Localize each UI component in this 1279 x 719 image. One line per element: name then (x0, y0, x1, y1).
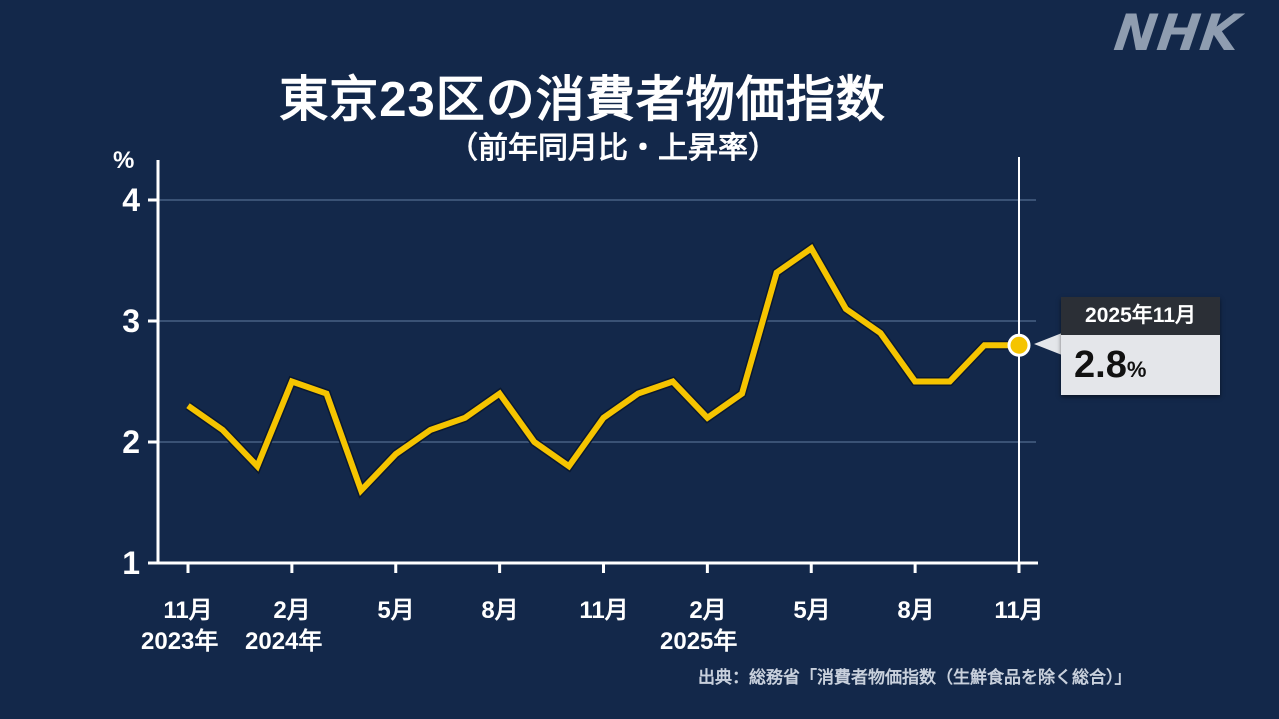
latest-point-marker (1007, 333, 1031, 357)
x-year-label: 2023年 (141, 628, 219, 655)
x-tick-label: 5月 (377, 597, 415, 624)
source-note: 出典：総務省「消費者物価指数（生鮮食品を除く総合）」 (698, 668, 1132, 687)
gridlines (158, 199, 1036, 443)
data-line (186, 244, 1019, 496)
x-tick-label: 8月 (897, 597, 935, 624)
x-tick-label: 11月 (163, 597, 213, 624)
x-tick-label: 5月 (793, 597, 831, 624)
latest-value-callout: 2025年11月 2.8% (1061, 297, 1220, 395)
y-tick-marks (148, 198, 158, 565)
x-year-label: 2025年 (660, 628, 738, 655)
callout-date: 2025年11月 (1061, 297, 1220, 335)
x-tick-label: 2月 (273, 597, 311, 624)
y-tick-label: 1 (122, 545, 140, 581)
x-tick-label: 8月 (481, 597, 519, 624)
callout-pointer (1034, 333, 1062, 355)
callout-value: 2.8 (1074, 344, 1127, 386)
y-tick-label: 2 (122, 424, 140, 460)
x-year-label: 2024年 (245, 628, 323, 655)
callout-unit: % (1126, 357, 1147, 382)
data-line-shadow (185, 241, 1019, 499)
y-tick-label: 4 (122, 182, 140, 218)
x-tick-label: 11月 (994, 597, 1044, 624)
y-tick-label: 3 (122, 303, 140, 339)
x-tick-marks (186, 563, 1021, 573)
chart-subtitle: （前年同月比・上昇率） (448, 132, 778, 165)
x-tick-label: 11月 (579, 597, 629, 624)
callout-value-box: 2.8% (1061, 335, 1220, 395)
chart-title: 東京23区の消費者物価指数 (279, 73, 886, 127)
x-tick-label: 2月 (689, 597, 727, 624)
y-axis-unit: % (113, 147, 135, 174)
